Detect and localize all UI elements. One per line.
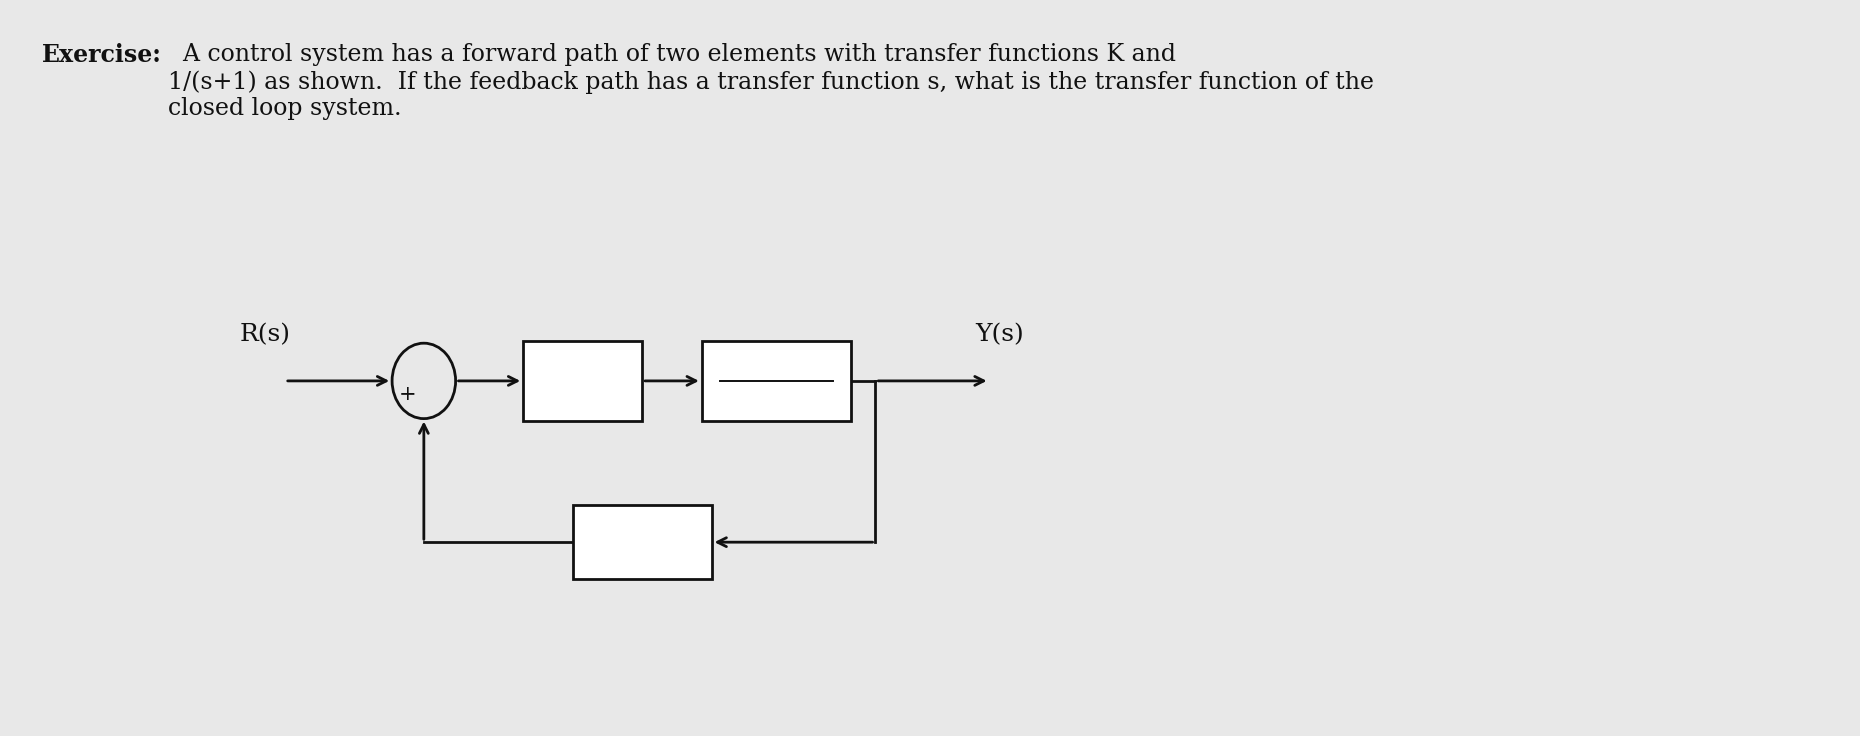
- Text: s: s: [634, 528, 649, 556]
- Bar: [573, 505, 712, 579]
- Text: A control system has a forward path of two elements with transfer functions K an: A control system has a forward path of t…: [167, 43, 1375, 120]
- Text: s+1: s+1: [753, 389, 800, 411]
- Bar: [701, 342, 850, 420]
- Text: Exercise:: Exercise:: [41, 43, 162, 68]
- Text: R(s): R(s): [240, 323, 290, 346]
- Text: K: K: [573, 367, 593, 394]
- Text: 1: 1: [768, 353, 785, 378]
- Text: Y(s): Y(s): [975, 323, 1023, 346]
- Text: +: +: [400, 385, 417, 403]
- Bar: [523, 342, 642, 420]
